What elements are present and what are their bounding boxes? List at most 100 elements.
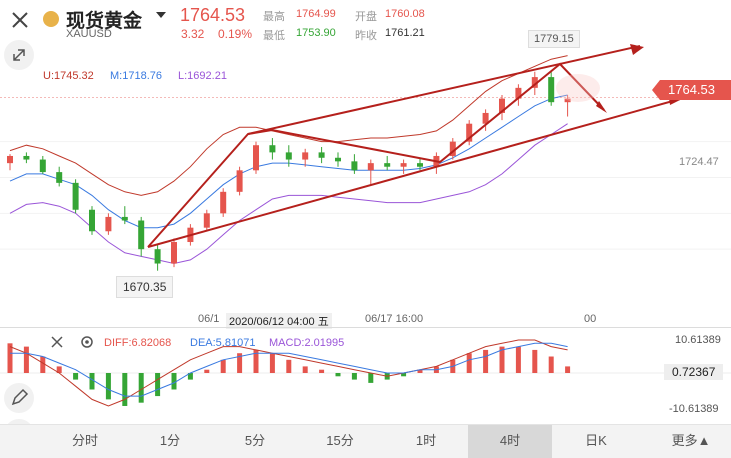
candle-body bbox=[138, 220, 145, 250]
settings-icon[interactable] bbox=[80, 335, 94, 349]
prev-value: 1761.21 bbox=[385, 27, 425, 39]
current-price-value: 1764.53 bbox=[668, 82, 715, 97]
high-marker: 1779.15 bbox=[528, 30, 580, 48]
time-label-3: 06/17 16:00 bbox=[365, 313, 424, 325]
close-icon[interactable] bbox=[8, 8, 32, 32]
tab-1min[interactable]: 1分 bbox=[159, 433, 181, 448]
candle-body bbox=[335, 157, 341, 162]
instrument-code: XAUUSD bbox=[66, 28, 112, 40]
gold-icon bbox=[43, 11, 59, 27]
candle-body bbox=[269, 145, 276, 153]
low-label: 最低 bbox=[263, 30, 285, 42]
macd-bar bbox=[269, 353, 275, 373]
band-U bbox=[9, 55, 568, 196]
trend-arrow-head bbox=[596, 101, 607, 113]
macd-axis-mid: 0.72367 bbox=[664, 364, 724, 380]
candle-body bbox=[564, 98, 571, 103]
legend-middle: M:1718.76 bbox=[110, 70, 162, 82]
tab-daily[interactable]: 日K bbox=[585, 433, 607, 448]
macd-bar bbox=[401, 373, 407, 377]
candle-body bbox=[384, 163, 391, 167]
candle-body bbox=[499, 98, 505, 113]
price-change-pct: 0.19% bbox=[218, 27, 253, 41]
tab-more[interactable]: 更多▲ bbox=[671, 433, 711, 448]
price-axis-mid: 1724.47 bbox=[679, 156, 719, 168]
macd-diff-line bbox=[9, 339, 568, 407]
candle-body bbox=[400, 163, 407, 167]
macd-bar bbox=[302, 366, 308, 373]
macd-bar bbox=[220, 359, 226, 373]
macd-value: MACD:2.01995 bbox=[269, 337, 345, 349]
macd-bar bbox=[466, 353, 472, 373]
candle-body bbox=[23, 155, 30, 160]
macd-diff: DIFF:6.82068 bbox=[104, 337, 172, 349]
macd-bar bbox=[187, 373, 193, 380]
candle-body bbox=[466, 123, 473, 142]
low-value: 1753.90 bbox=[296, 27, 336, 39]
tab-5min[interactable]: 5分 bbox=[244, 433, 266, 448]
close-icon[interactable] bbox=[50, 335, 64, 349]
time-label-1: 06/1 bbox=[198, 313, 220, 325]
macd-bar bbox=[73, 373, 79, 380]
quote-header: 现货黄金 XAUUSD 1764.53 3.32 0.19% 最高 1764.9… bbox=[0, 0, 731, 44]
macd-bar bbox=[237, 353, 243, 373]
candle-body bbox=[154, 249, 161, 264]
candle-body bbox=[417, 163, 423, 167]
candle-body bbox=[253, 145, 259, 171]
macd-bar bbox=[548, 356, 554, 373]
last-price: 1764.53 bbox=[180, 5, 246, 25]
candle-body bbox=[351, 161, 358, 171]
macd-bar bbox=[204, 369, 210, 373]
macd-bar bbox=[122, 373, 128, 406]
macd-bar bbox=[171, 373, 177, 390]
instrument-name[interactable]: 现货黄金 bbox=[66, 11, 143, 32]
candle-body bbox=[548, 77, 555, 103]
legend-upper: U:1745.32 bbox=[43, 70, 94, 82]
candle-body bbox=[531, 77, 538, 88]
macd-bar bbox=[351, 373, 357, 380]
macd-axis-top: 10.61389 bbox=[675, 334, 721, 346]
tab-4hour[interactable]: 4时 bbox=[468, 425, 552, 458]
candle-body bbox=[56, 172, 63, 183]
candle-body bbox=[482, 112, 489, 124]
candle-body bbox=[105, 216, 112, 232]
candle-body bbox=[367, 163, 374, 171]
candle-body bbox=[285, 152, 292, 160]
macd-bar bbox=[368, 373, 374, 383]
high-value: 1764.99 bbox=[296, 8, 336, 20]
tab-1hour[interactable]: 1时 bbox=[415, 433, 437, 448]
macd-bar bbox=[335, 373, 341, 377]
candle-body bbox=[220, 191, 227, 214]
expand-icon[interactable] bbox=[4, 40, 34, 70]
candlestick-chart[interactable] bbox=[0, 44, 731, 326]
trend-upper-line bbox=[247, 45, 641, 135]
macd-bar bbox=[155, 373, 161, 397]
candle-body bbox=[318, 152, 325, 158]
macd-chart[interactable] bbox=[0, 328, 731, 424]
macd-bar bbox=[319, 369, 325, 373]
open-label: 开盘 bbox=[355, 11, 377, 23]
candle-body bbox=[121, 216, 128, 221]
time-label-2: 2020/06/12 04:00 五 bbox=[226, 313, 332, 329]
band-L bbox=[9, 123, 568, 265]
macd-bar bbox=[515, 346, 521, 373]
period-tabs: 分时 1分 5分 15分 1时 4时 日K 更多▲ bbox=[0, 424, 731, 458]
macd-bar bbox=[56, 366, 62, 373]
candle-body bbox=[39, 159, 46, 173]
trend-lower-line bbox=[147, 98, 681, 248]
candle-body bbox=[302, 152, 309, 160]
macd-axis-bottom: -10.61389 bbox=[669, 403, 719, 415]
tab-intraday[interactable]: 分时 bbox=[71, 433, 98, 448]
current-price-tag: 1764.53 bbox=[652, 80, 731, 100]
chevron-down-icon[interactable] bbox=[156, 12, 166, 18]
macd-bar bbox=[286, 359, 292, 373]
pen-icon[interactable] bbox=[4, 383, 34, 413]
macd-bar bbox=[253, 349, 259, 373]
legend-lower: L:1692.21 bbox=[178, 70, 227, 82]
open-value: 1760.08 bbox=[385, 8, 425, 20]
macd-bar bbox=[105, 373, 111, 400]
candle-body bbox=[203, 213, 210, 228]
tab-15min[interactable]: 15分 bbox=[326, 433, 354, 448]
macd-bar bbox=[7, 343, 13, 373]
macd-bar bbox=[417, 369, 423, 373]
